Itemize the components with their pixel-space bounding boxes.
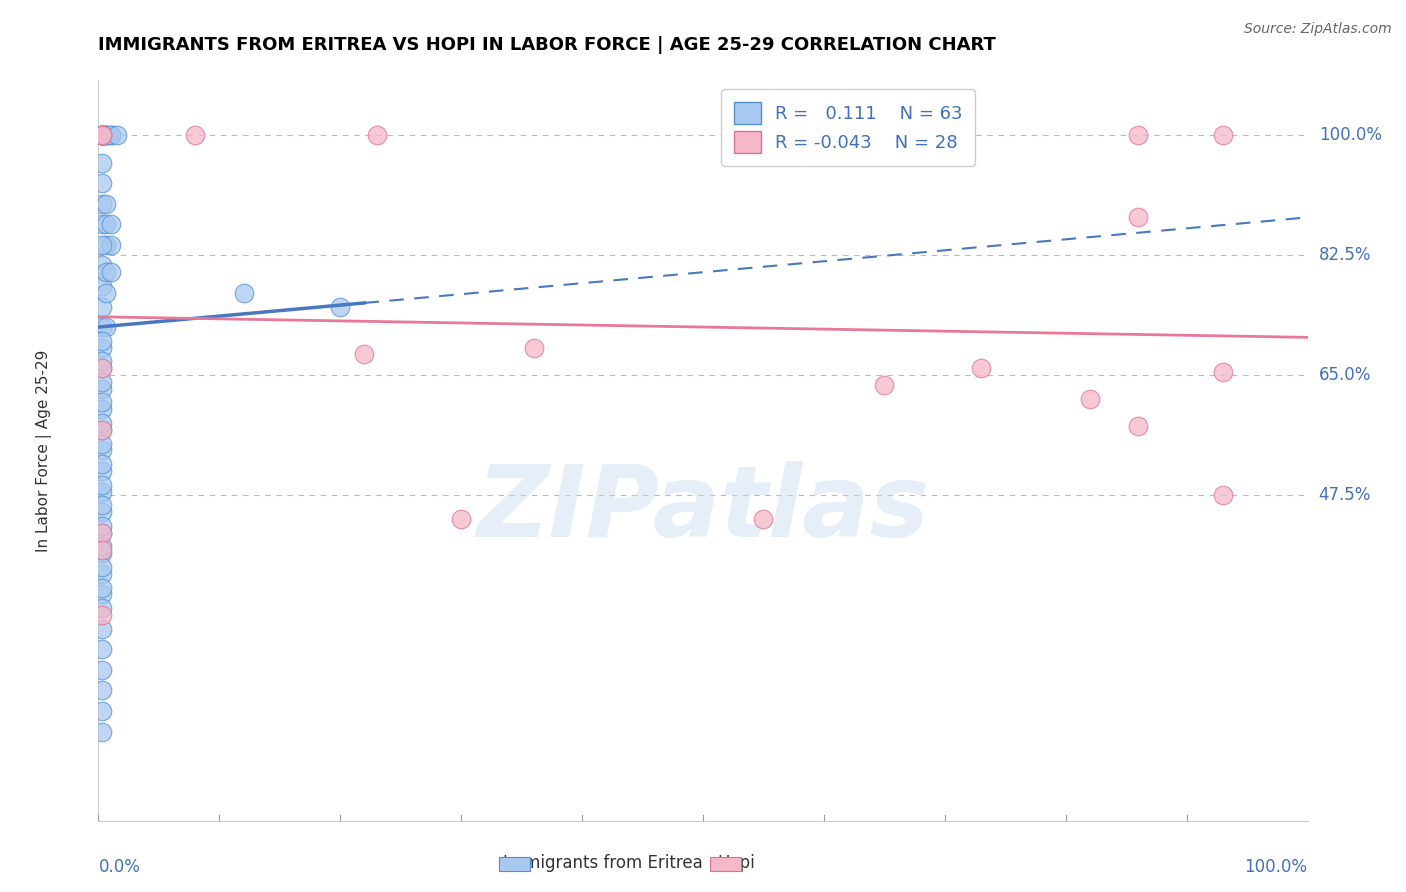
Point	[94, 265, 117, 279]
Point	[91, 402, 114, 417]
Point	[1128, 211, 1150, 225]
Point	[91, 546, 114, 560]
Point	[91, 416, 114, 430]
Text: Hopi: Hopi	[717, 854, 755, 871]
Point	[91, 484, 114, 499]
Point	[970, 361, 993, 376]
Point	[184, 128, 207, 142]
Point	[523, 341, 546, 355]
Point	[91, 361, 114, 376]
Point	[91, 382, 114, 396]
Point	[1212, 365, 1234, 379]
Legend: R =   0.111    N = 63, R = -0.043    N = 28: R = 0.111 N = 63, R = -0.043 N = 28	[721, 89, 976, 166]
Text: IMMIGRANTS FROM ERITREA VS HOPI IN LABOR FORCE | AGE 25-29 CORRELATION CHART: IMMIGRANTS FROM ERITREA VS HOPI IN LABOR…	[98, 36, 997, 54]
Point	[94, 128, 117, 142]
Point	[353, 347, 375, 361]
Point	[91, 540, 114, 554]
Point	[91, 663, 114, 677]
Point	[91, 525, 114, 540]
Text: 65.0%: 65.0%	[1319, 366, 1371, 384]
Point	[91, 176, 114, 190]
Point	[91, 300, 114, 314]
Point	[91, 128, 114, 142]
Point	[1078, 392, 1101, 406]
Point	[329, 300, 352, 314]
Point	[100, 237, 122, 252]
Point	[91, 505, 114, 519]
Point	[94, 285, 117, 300]
Point	[91, 128, 114, 142]
Text: 82.5%: 82.5%	[1319, 246, 1371, 264]
Point	[91, 423, 114, 437]
Point	[91, 436, 114, 450]
Point	[100, 265, 122, 279]
Point	[91, 724, 114, 739]
Point	[91, 196, 114, 211]
Text: Source: ZipAtlas.com: Source: ZipAtlas.com	[1244, 22, 1392, 37]
Point	[91, 217, 114, 231]
Point	[91, 354, 114, 368]
Point	[91, 477, 114, 491]
Point	[94, 237, 117, 252]
Point	[91, 128, 114, 142]
Text: Immigrants from Eritrea: Immigrants from Eritrea	[503, 854, 703, 871]
Point	[91, 498, 114, 512]
Point	[91, 443, 114, 458]
Text: 47.5%: 47.5%	[1319, 486, 1371, 504]
Point	[105, 128, 128, 142]
Point	[91, 259, 114, 273]
Point	[91, 128, 114, 142]
Point	[91, 587, 114, 601]
Point	[91, 395, 114, 409]
Point	[94, 128, 117, 142]
Point	[91, 525, 114, 540]
Point	[91, 519, 114, 533]
Point	[91, 128, 114, 142]
Point	[91, 542, 114, 557]
Point	[91, 457, 114, 471]
Text: ZIPatlas: ZIPatlas	[477, 461, 929, 558]
Point	[450, 512, 472, 526]
Point	[91, 601, 114, 615]
Point	[91, 334, 114, 348]
Point	[91, 683, 114, 698]
Point	[91, 642, 114, 657]
Point	[91, 607, 114, 622]
Point	[91, 237, 114, 252]
Point	[100, 128, 122, 142]
Text: 100.0%: 100.0%	[1244, 858, 1308, 876]
Point	[91, 128, 114, 142]
Point	[91, 560, 114, 574]
Point	[1212, 488, 1234, 502]
Point	[91, 581, 114, 595]
Point	[232, 285, 254, 300]
Point	[100, 217, 122, 231]
Text: In Labor Force | Age 25-29: In Labor Force | Age 25-29	[37, 350, 52, 551]
Point	[91, 341, 114, 355]
Point	[752, 512, 775, 526]
Point	[366, 128, 388, 142]
Point	[91, 704, 114, 718]
Text: 0.0%: 0.0%	[98, 858, 141, 876]
Point	[94, 196, 117, 211]
Point	[91, 566, 114, 581]
Point	[94, 217, 117, 231]
Point	[1212, 128, 1234, 142]
Point	[91, 423, 114, 437]
Point	[91, 155, 114, 169]
Point	[1128, 419, 1150, 434]
Point	[94, 128, 117, 142]
Point	[91, 375, 114, 389]
Point	[91, 320, 114, 334]
Point	[91, 128, 114, 142]
Point	[1128, 128, 1150, 142]
Point	[91, 464, 114, 478]
Point	[94, 320, 117, 334]
Point	[100, 128, 122, 142]
Point	[91, 361, 114, 376]
Text: 100.0%: 100.0%	[1319, 126, 1382, 145]
Point	[873, 378, 896, 392]
Point	[91, 279, 114, 293]
Point	[91, 622, 114, 636]
